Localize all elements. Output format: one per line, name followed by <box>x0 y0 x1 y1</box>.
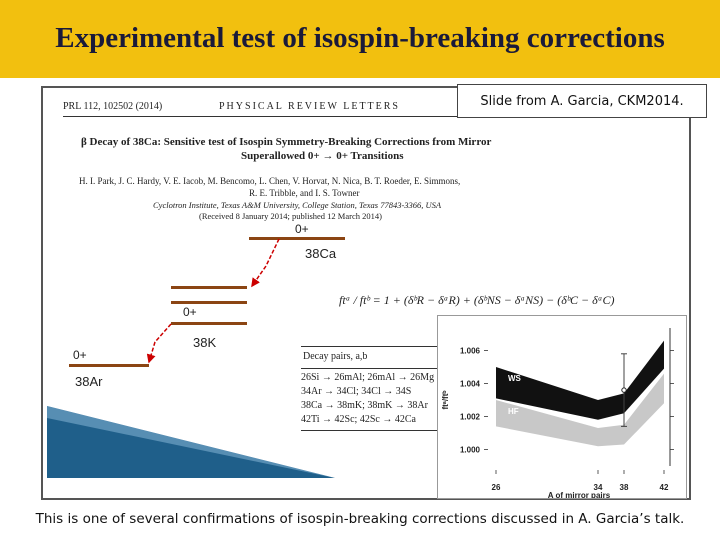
decay-row: 26Si → 26mAl; 26mAl → 26Mg <box>301 372 435 383</box>
paper-excerpt: PRL 112, 102502 (2014) PHYSICAL REVIEW L… <box>41 86 691 500</box>
journal-name: PHYSICAL REVIEW LETTERS <box>219 101 400 112</box>
y-tick-label: 1.006 <box>460 347 481 356</box>
mirror-pair-graph: 1.006 1.004 1.002 1.000 WS HF 26 34 38 42 A of mir… <box>437 315 687 500</box>
band-ws <box>496 340 664 420</box>
level-38k-middle <box>171 301 247 304</box>
paper-title-line2: Superallowed 0+ → 0+ Transitions <box>241 150 404 162</box>
x-tick-label: 42 <box>660 483 669 492</box>
y-tick-label: 1.002 <box>460 413 481 422</box>
decay-row: 42Ti → 42Sc; 42Sc → 42Ca <box>301 414 416 425</box>
level-38ca <box>249 237 345 240</box>
series-label-hf: HF <box>508 407 519 416</box>
credit-box: Slide from A. Garcia, CKM2014. <box>457 84 707 118</box>
y-axis-label: ftᵃ/ftᵇ <box>441 390 450 409</box>
x-tick-label: 26 <box>492 483 501 492</box>
decay-arrows <box>47 238 335 478</box>
affiliation: Cyclotron Institute, Texas A&M Universit… <box>153 200 442 210</box>
band-hf <box>496 373 664 447</box>
spin-38k: 0+ <box>183 305 197 319</box>
label-38k: 38K <box>193 335 217 350</box>
label-38ar: 38Ar <box>75 374 103 389</box>
level-38k <box>171 322 247 325</box>
decorative-wedge-highlight <box>47 406 335 478</box>
paper-title-line1: β Decay of 38Ca: Sensitive test of Isosp… <box>81 136 492 148</box>
table-rule-top <box>301 346 441 347</box>
paper-citation: PRL 112, 102502 (2014) <box>63 101 163 112</box>
x-tick-label: 34 <box>594 483 603 492</box>
decay-arrow-k-to-ar <box>146 323 172 364</box>
slide-title: Experimental test of isospin-breaking co… <box>55 22 665 54</box>
level-38ar <box>69 364 149 367</box>
spin-38ca: 0+ <box>295 222 309 236</box>
data-point <box>621 387 627 393</box>
decay-arrow-ca-to-k <box>251 238 280 288</box>
x-axis-label: A of mirror pairs <box>548 491 611 498</box>
table-rule-mid <box>301 368 441 369</box>
decay-table-header: Decay pairs, a,b <box>303 351 368 362</box>
table-rule-bottom <box>301 430 441 431</box>
label-38ca: 38Ca <box>305 246 337 261</box>
decay-row: 38Ca → 38mK; 38mK → 38Ar <box>301 400 428 411</box>
decay-row: 34Ar → 34Cl; 34Cl → 34S <box>301 386 412 397</box>
spin-38ar: 0+ <box>73 348 87 362</box>
series-label-ws: WS <box>508 374 522 383</box>
authors-line1: H. I. Park, J. C. Hardy, V. E. Iacob, M.… <box>79 176 461 186</box>
y-tick-label: 1.004 <box>460 380 481 389</box>
header-rule <box>63 116 568 117</box>
ratio-chart: 1.006 1.004 1.002 1.000 WS HF 26 34 38 42 A of mir… <box>441 328 674 500</box>
y-tick-label: 1.000 <box>460 446 481 455</box>
received-date: (Received 8 January 2014; published 12 M… <box>199 211 382 221</box>
level-38k-upper <box>171 286 247 289</box>
ratio-formula: ftᵃ / ftᵇ = 1 + (δᵇR − δᵃR) + (δᵇNS − δᵃ… <box>339 293 615 307</box>
slide-caption: This is one of several confirmations of … <box>35 511 685 527</box>
x-tick-label: 38 <box>620 483 629 492</box>
authors-line2: R. E. Tribble, and I. S. Towner <box>249 188 360 198</box>
title-bar: Experimental test of isospin-breaking co… <box>0 0 720 78</box>
